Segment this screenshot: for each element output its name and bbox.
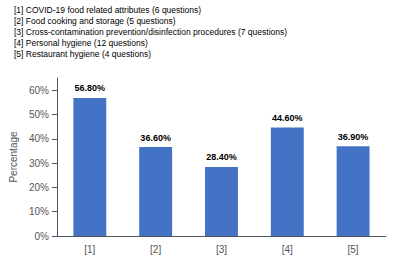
svg-text:[4] Personal hygiene (12 quest: [4] Personal hygiene (12 questions): [14, 38, 148, 48]
svg-text:[1] COVID-19 food related attr: [1] COVID-19 food related attributes (6 …: [14, 5, 201, 15]
svg-text:[3] Cross-contamination preven: [3] Cross-contamination prevention/disin…: [14, 27, 287, 37]
svg-text:50%: 50%: [29, 109, 49, 120]
svg-text:10%: 10%: [29, 206, 49, 217]
svg-text:[2] Food cooking and storage (: [2] Food cooking and storage (5 question…: [14, 16, 176, 26]
svg-text:0%: 0%: [34, 231, 49, 242]
svg-text:[5]: [5]: [348, 244, 359, 255]
svg-text:20%: 20%: [29, 182, 49, 193]
svg-text:60%: 60%: [29, 85, 49, 96]
svg-text:36.60%: 36.60%: [140, 133, 171, 143]
svg-text:28.40%: 28.40%: [206, 152, 237, 162]
svg-text:30%: 30%: [29, 158, 49, 169]
svg-text:40%: 40%: [29, 133, 49, 144]
svg-text:44.60%: 44.60%: [272, 113, 303, 123]
svg-text:[3]: [3]: [216, 244, 227, 255]
svg-text:36.90%: 36.90%: [338, 132, 369, 142]
svg-text:Percentage: Percentage: [8, 131, 19, 183]
svg-text:56.80%: 56.80%: [75, 83, 106, 93]
svg-text:[1]: [1]: [84, 244, 95, 255]
svg-text:[4]: [4]: [282, 244, 293, 255]
svg-text:[2]: [2]: [150, 244, 161, 255]
svg-text:[5] Restaurant hygiene (4 ques: [5] Restaurant hygiene (4 questions): [14, 49, 151, 59]
